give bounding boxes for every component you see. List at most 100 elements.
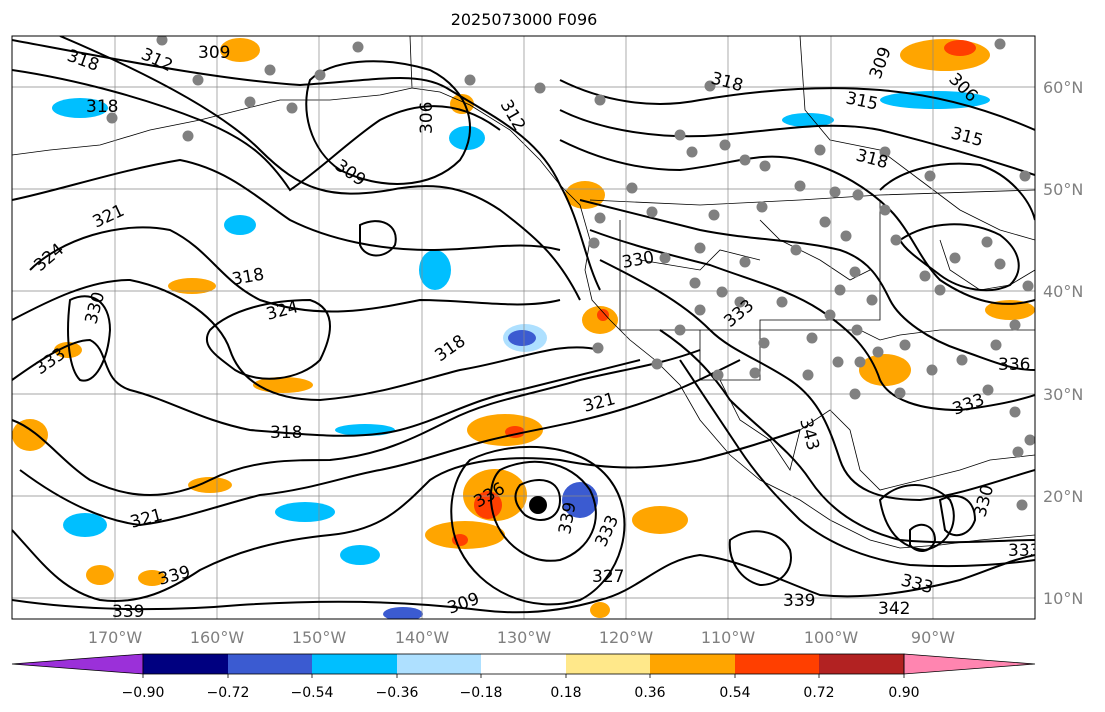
station-dot bbox=[982, 384, 994, 396]
station-dot bbox=[832, 356, 844, 368]
station-dot bbox=[712, 369, 724, 381]
station-dot bbox=[756, 201, 768, 213]
shade-positive bbox=[86, 565, 114, 585]
station-dot bbox=[824, 309, 836, 321]
shade-negative bbox=[449, 126, 485, 150]
shade-positive bbox=[138, 570, 166, 586]
shade-negative bbox=[63, 513, 107, 537]
shade-strong-positive bbox=[474, 491, 502, 519]
colorbar-segment bbox=[819, 654, 904, 674]
station-dot bbox=[1019, 170, 1031, 182]
lon-label: 110°W bbox=[701, 628, 756, 647]
shade-positive bbox=[253, 377, 313, 393]
station-dot bbox=[106, 112, 118, 124]
station-dot bbox=[924, 170, 936, 182]
station-dot bbox=[694, 304, 706, 316]
station-dot bbox=[594, 212, 606, 224]
lat-label: 60°N bbox=[1043, 78, 1083, 97]
station-dot bbox=[534, 82, 546, 94]
station-dot bbox=[840, 230, 852, 242]
station-dot bbox=[852, 189, 864, 201]
station-dot bbox=[1022, 280, 1034, 292]
station-dot bbox=[182, 130, 194, 142]
station-dot bbox=[854, 356, 866, 368]
station-dot bbox=[790, 244, 802, 256]
contour-label: 318 bbox=[86, 97, 118, 117]
station-dot bbox=[819, 216, 831, 228]
contour-label: 339 bbox=[783, 591, 815, 611]
latitude-labels: 60°N 50°N 40°N 30°N 20°N 10°N bbox=[1043, 78, 1083, 608]
station-dot bbox=[802, 369, 814, 381]
station-dot bbox=[890, 234, 902, 246]
shade-negative bbox=[224, 215, 256, 235]
station-dot bbox=[659, 252, 671, 264]
station-dot bbox=[949, 252, 961, 264]
colorbar-tick: −0.72 bbox=[207, 685, 250, 701]
low-center-marker bbox=[529, 496, 547, 514]
station-dot bbox=[1009, 406, 1021, 418]
station-dot bbox=[872, 346, 884, 358]
colorbar-segment bbox=[228, 654, 312, 674]
shade-negative bbox=[275, 502, 335, 522]
station-dot bbox=[646, 206, 658, 218]
contour-label: 336 bbox=[998, 355, 1030, 375]
shade-negative bbox=[52, 98, 108, 118]
station-dot bbox=[739, 154, 751, 166]
shade-positive bbox=[425, 521, 505, 549]
lon-label: 130°W bbox=[497, 628, 552, 647]
station-dot bbox=[594, 94, 606, 106]
colorbar: −0.90 −0.72 −0.54 −0.36 −0.18 0.18 0.36 … bbox=[11, 653, 1036, 701]
station-dot bbox=[694, 242, 706, 254]
station-dot bbox=[851, 324, 863, 336]
station-dot bbox=[866, 294, 878, 306]
station-dot bbox=[1012, 446, 1024, 458]
shade-positive bbox=[565, 181, 605, 209]
shaded-regions bbox=[12, 38, 1035, 619]
lat-label: 30°N bbox=[1043, 385, 1083, 404]
station-dot bbox=[734, 296, 746, 308]
colorbar-segment bbox=[397, 654, 481, 674]
station-dot bbox=[879, 204, 891, 216]
shade-positive bbox=[12, 419, 48, 451]
station-dot bbox=[626, 182, 638, 194]
station-dot bbox=[1024, 434, 1035, 446]
station-dot bbox=[749, 367, 761, 379]
station-dot bbox=[674, 324, 686, 336]
station-dot bbox=[776, 296, 788, 308]
station-dot bbox=[592, 342, 604, 354]
colorbar-segment bbox=[143, 654, 228, 674]
station-dot bbox=[834, 284, 846, 296]
shade-positive bbox=[985, 300, 1035, 320]
shade-negative bbox=[782, 113, 834, 127]
station-dot bbox=[708, 209, 720, 221]
station-dot bbox=[686, 146, 698, 158]
station-dot bbox=[759, 160, 771, 172]
station-dot bbox=[719, 139, 731, 151]
plot-frame bbox=[11, 35, 1036, 620]
station-dot bbox=[689, 277, 701, 289]
colorbar-segment bbox=[481, 654, 566, 674]
shade-positive bbox=[859, 354, 911, 386]
longitude-labels: 170°W 160°W 150°W 140°W 130°W 120°W 110°… bbox=[88, 628, 955, 647]
shade-strong-negative bbox=[508, 330, 536, 346]
shade-strong-negative bbox=[562, 482, 598, 518]
lon-label: 120°W bbox=[599, 628, 654, 647]
lon-label: 90°W bbox=[911, 628, 955, 647]
station-dot bbox=[716, 286, 728, 298]
station-dot bbox=[352, 41, 364, 53]
contours bbox=[12, 36, 1035, 614]
station-dot bbox=[588, 237, 600, 249]
colorbar-segment bbox=[650, 654, 735, 674]
station-markers bbox=[106, 36, 1035, 511]
shade-positive bbox=[632, 506, 688, 534]
colorbar-tick: −0.54 bbox=[291, 685, 334, 701]
colorbar-tick: 0.90 bbox=[888, 685, 919, 701]
shade-strong-positive bbox=[597, 309, 609, 321]
lat-label: 40°N bbox=[1043, 282, 1083, 301]
station-dot bbox=[156, 36, 168, 46]
colorbar-tick: 0.18 bbox=[550, 685, 581, 701]
lat-label: 10°N bbox=[1043, 589, 1083, 608]
contour-label: 327 bbox=[592, 567, 624, 587]
colorbar-tick: −0.18 bbox=[460, 685, 503, 701]
graticule bbox=[12, 36, 1035, 619]
